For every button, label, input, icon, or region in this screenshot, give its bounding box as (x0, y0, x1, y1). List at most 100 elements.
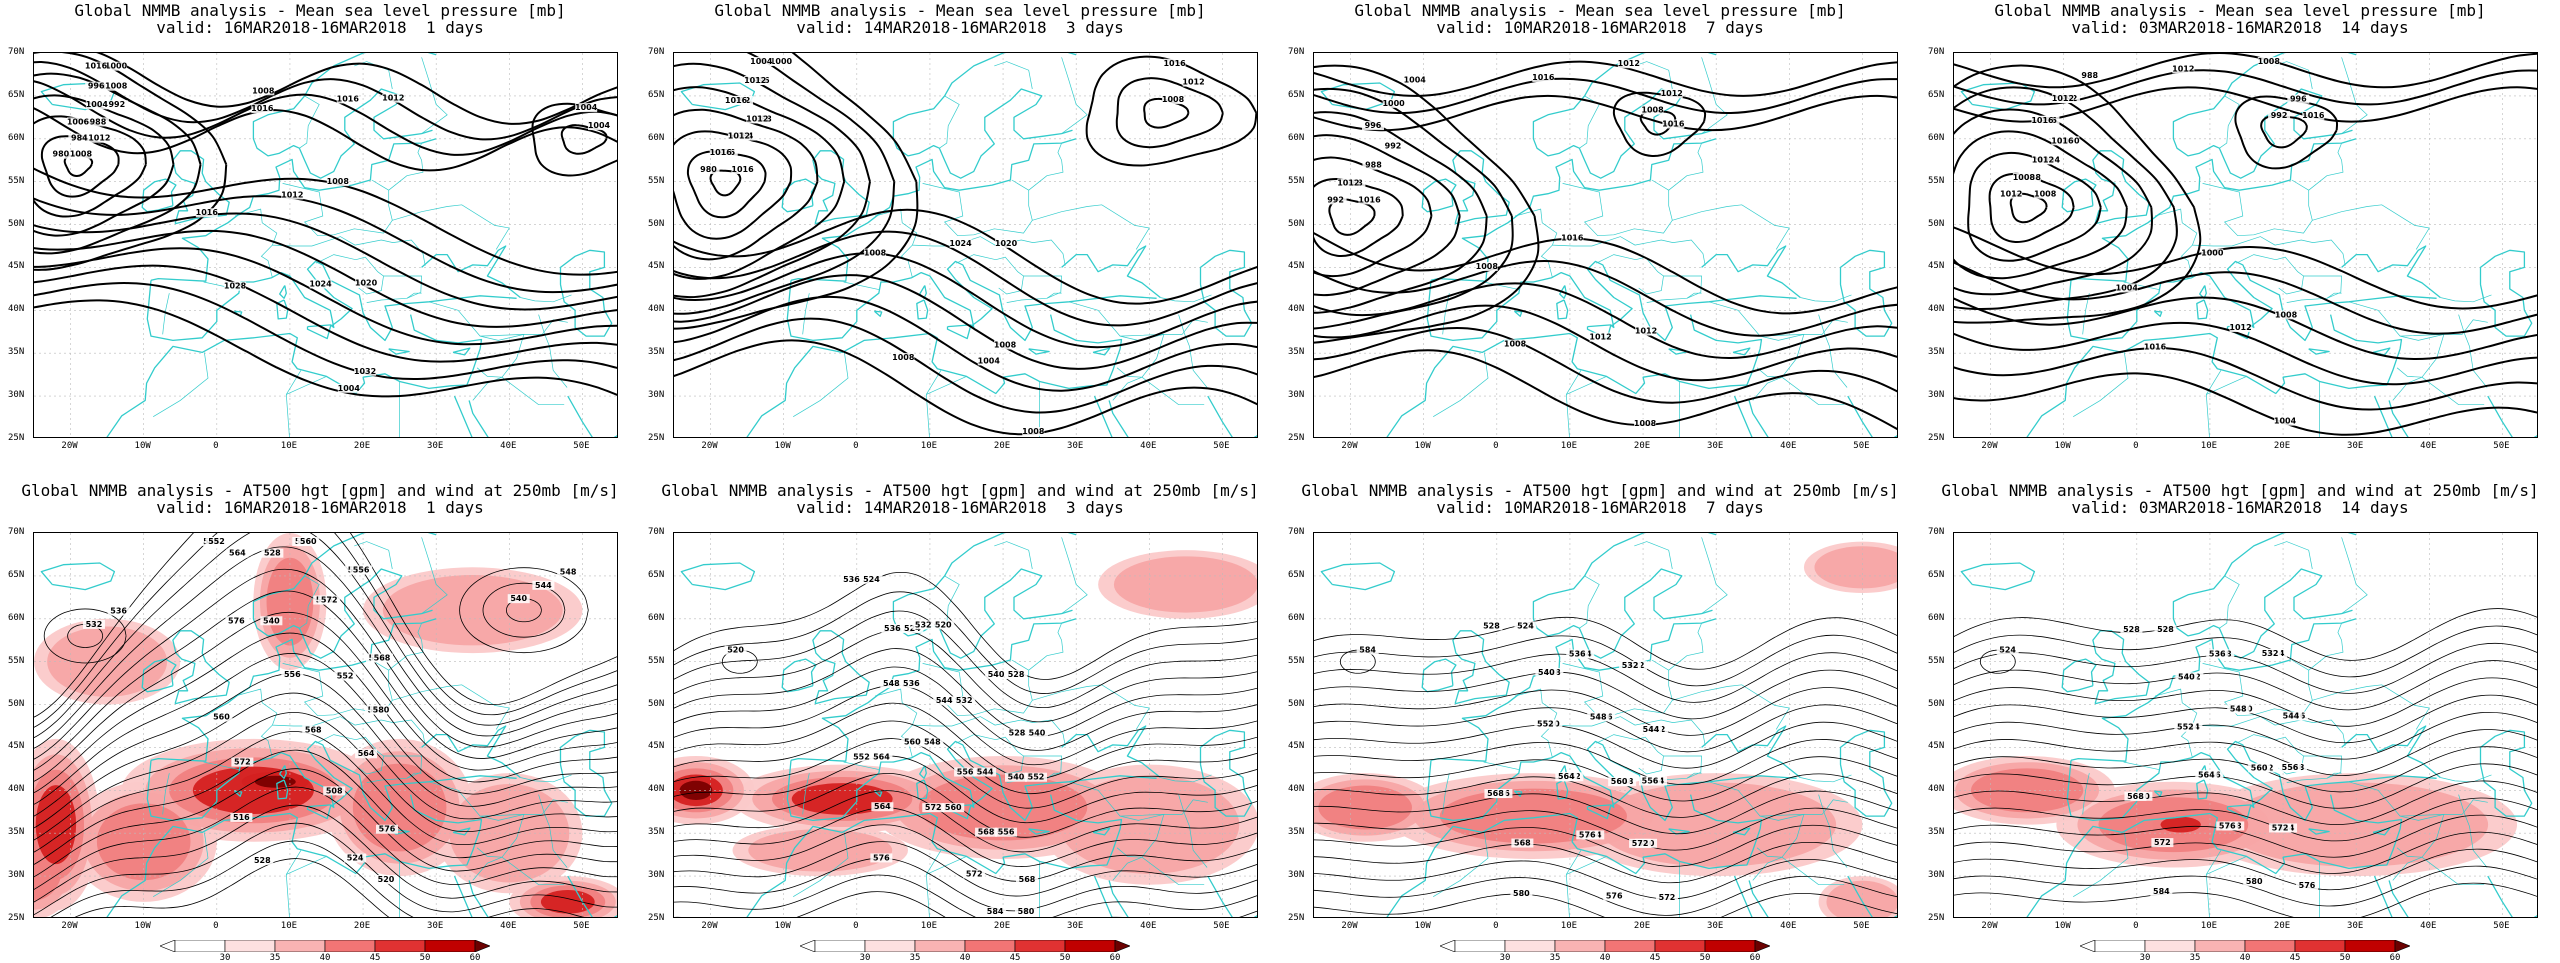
height-contour-line (1314, 721, 1897, 769)
contour-label-bg (2012, 173, 2035, 183)
isobar-line (34, 299, 617, 398)
latitude-label: 35N (648, 827, 665, 838)
contour-value-label: 1008 (2034, 190, 2057, 199)
height-contour-line (1314, 807, 1897, 851)
contour-value-label: 524 (1517, 621, 1534, 630)
height-contour-line (674, 629, 1257, 723)
longitude-label: 10E (920, 441, 938, 451)
contour-value-label: 1012 (2229, 323, 2251, 332)
contour-label-bg (994, 340, 1017, 350)
latitude-label: 70N (1288, 527, 1305, 537)
colorbar-segment (160, 940, 176, 952)
latitude-label: 30N (648, 390, 665, 401)
contour-value-label: 992 (1385, 142, 1402, 151)
contour-value-label: 536 (2209, 649, 2226, 658)
contour-value-label: 584 (1359, 646, 1376, 655)
height-contour-line (34, 730, 617, 853)
contour-label-bg (82, 619, 105, 629)
colorbar-segment (1014, 940, 1066, 952)
height-contour-line (674, 807, 1257, 867)
contour-value-label: 536 (1569, 650, 1586, 659)
contour-label-bg (2257, 57, 2280, 66)
latitude-label: 55N (1288, 655, 1305, 666)
map-plot-area: 9929889889929961000100410081012101610081… (1313, 52, 1898, 438)
contour-label-bg (2175, 672, 2198, 682)
contour-value-label: 556 (998, 828, 1015, 837)
contour-value-label: 540 (510, 594, 527, 603)
contour-value-label: 572 (1659, 893, 1676, 902)
latitude-label: 25N (8, 913, 25, 923)
latitude-label: 40N (1928, 784, 1945, 795)
latitude-label: 55N (8, 655, 25, 666)
contour-value-label: 576 (2219, 821, 2236, 830)
height-contours (1314, 616, 1897, 917)
latitude-label: 35N (8, 347, 25, 358)
contour-label-bg (2206, 649, 2229, 659)
contour-label-bg (88, 133, 111, 143)
contour-label-bg (2151, 838, 2174, 848)
contour-label-bg (1163, 58, 1186, 68)
height-contour-line (505, 598, 542, 623)
contour-value-label: 540 (1008, 773, 1025, 782)
contour-label-bg (355, 749, 378, 759)
height-contour-line (34, 611, 617, 782)
latitude-label: 60N (1928, 612, 1945, 623)
longitude-label: 50E (1213, 441, 1230, 451)
contour-label-bg (2229, 323, 2252, 333)
contour-label-bg (731, 165, 754, 175)
contour-value-label: 576 (873, 853, 890, 862)
latitude-label: 60N (1288, 612, 1305, 623)
jet-wind-shading (1954, 756, 2518, 877)
contour-label-bg (1382, 98, 1405, 108)
contour-label-bg (1566, 649, 1589, 659)
contour-label-bg (225, 616, 248, 626)
isobar-line (34, 80, 617, 156)
contour-value-label: 580 (1018, 907, 1035, 916)
latitude-label: 65N (8, 89, 25, 100)
contour-value-label: 572 (234, 758, 251, 767)
height-contour-line (1314, 824, 1897, 867)
contour-value-label: 528 (254, 856, 271, 865)
contour-label-bg (354, 366, 377, 376)
latitude-label: 35N (1288, 347, 1305, 358)
latitude-label: 65N (1288, 569, 1305, 580)
colorbar-segment (2194, 940, 2246, 952)
isobar-line (674, 295, 1257, 392)
isobar-line (1954, 321, 2537, 386)
isobar-line (1115, 77, 1224, 149)
contour-label-bg (864, 248, 887, 258)
longitude-label: 40E (2420, 921, 2437, 931)
colorbar-tick-label: 60 (1749, 953, 1761, 963)
longitude-label: 20E (993, 921, 1011, 931)
contour-label-bg (1337, 178, 1360, 188)
contour-value-label: 544 (936, 696, 953, 705)
contour-value-label: 1016 (1358, 195, 1381, 204)
isobar-line (674, 339, 1257, 436)
contour-label-bg (744, 75, 767, 85)
contour-value-label: 560 (300, 537, 317, 546)
latitude-label: 60N (1288, 132, 1305, 143)
latitude-label: 60N (648, 132, 665, 143)
isobar-line (2260, 114, 2308, 149)
map-title: Global NMMB analysis - AT500 hgt [gpm] a… (1941, 481, 2539, 500)
isobar-line (1954, 226, 2537, 310)
contour-label-bg (224, 281, 247, 291)
contour-labels: 5365405205245285325365405445485525565605… (724, 574, 1048, 916)
contour-value-label: 1024 (949, 239, 972, 248)
contour-label-bg (85, 61, 108, 71)
contour-label-bg (2120, 625, 2143, 635)
colorbar-segment (1754, 940, 1770, 952)
height-contour-line (459, 567, 589, 654)
contour-value-label: 1016 (337, 94, 360, 103)
isobar-line (1954, 86, 2178, 311)
map-valid-period: valid: 03MAR2018-16MAR2018 14 days (2071, 498, 2409, 517)
latitude-label: 50N (8, 698, 25, 709)
latitude-label: 45N (8, 741, 25, 752)
contour-value-label: 988 (2081, 71, 2098, 80)
contour-value-label: 556 (353, 565, 370, 574)
contour-labels: 1012100810041000996992988992996100010041… (2000, 57, 2325, 426)
map-title: Global NMMB analysis - Mean sea level pr… (74, 1, 566, 20)
height-contour-line (674, 702, 1257, 780)
height-contour-line (1314, 616, 1897, 670)
contour-label-bg (954, 767, 977, 777)
